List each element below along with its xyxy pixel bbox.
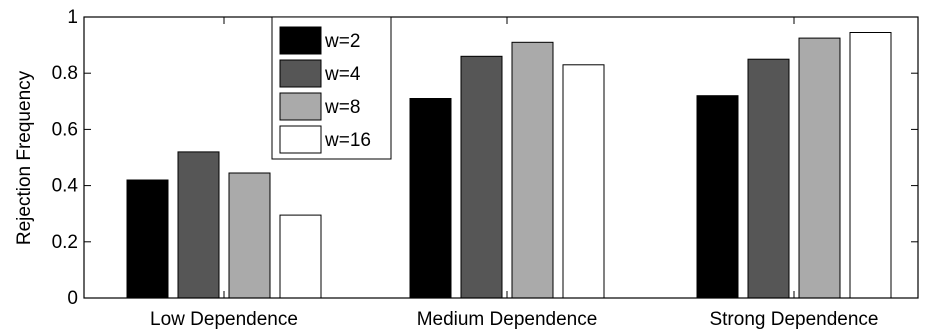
legend-swatch <box>279 26 322 55</box>
bar-group <box>126 32 892 299</box>
axes-frame <box>83 16 919 299</box>
bar <box>460 55 503 299</box>
axes <box>83 16 919 299</box>
y-tick-label: 0.8 <box>52 63 78 84</box>
legend-swatch <box>279 92 322 121</box>
bar <box>228 172 271 299</box>
legend-label: w=4 <box>324 64 361 85</box>
legend: w=2 w=4 w=8 w=16 <box>271 16 392 160</box>
bar <box>696 95 739 299</box>
bar <box>177 151 220 299</box>
x-category-label: Strong Dependence <box>709 309 878 330</box>
x-axis-categories: Low Dependence Medium Dependence Strong De… <box>150 17 879 330</box>
bar <box>849 32 892 299</box>
bar <box>798 37 841 299</box>
legend-swatch <box>279 59 322 88</box>
legend-label: w=16 <box>324 130 371 151</box>
legend-swatch <box>279 125 322 154</box>
bar <box>511 41 554 299</box>
bar <box>126 179 169 299</box>
y-tick-label: 1 <box>67 7 78 28</box>
bar <box>562 64 605 299</box>
x-category-label: Low Dependence <box>150 309 298 330</box>
y-axis-ticks: 0 0.2 0.4 0.6 0.8 1 <box>52 7 918 309</box>
bar <box>409 98 452 299</box>
legend-label: w=2 <box>324 31 360 52</box>
y-tick-label: 0 <box>67 288 78 309</box>
y-tick-label: 0.6 <box>52 119 78 140</box>
bar <box>747 58 790 299</box>
bar <box>279 214 322 299</box>
x-category-label: Medium Dependence <box>417 309 598 330</box>
y-tick-label: 0.4 <box>52 176 79 197</box>
y-tick-label: 0.2 <box>52 232 78 253</box>
y-axis-label: Rejection Frequency <box>14 70 35 245</box>
legend-label: w=8 <box>324 97 360 118</box>
